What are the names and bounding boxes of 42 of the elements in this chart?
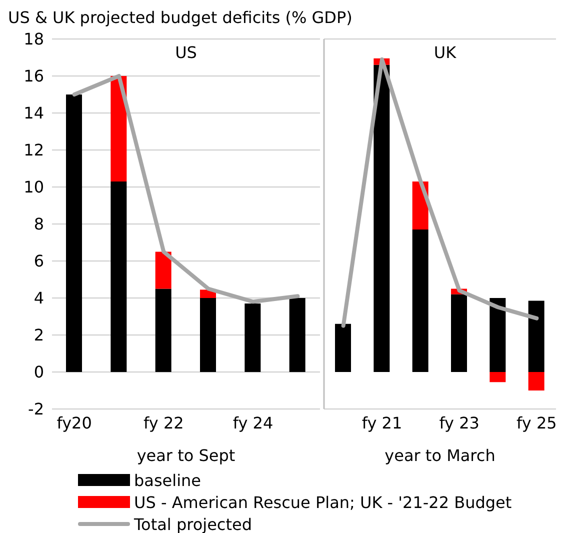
bar: [490, 372, 506, 382]
y-tick-label: -2: [28, 400, 44, 419]
x-tick-label: fy 24: [232, 413, 274, 432]
y-tick-label: 8: [34, 214, 44, 234]
bar: [66, 94, 82, 372]
bar: [110, 76, 127, 182]
y-tick-label: 0: [34, 362, 44, 382]
y-tick-label: 2: [34, 326, 44, 345]
y-tick-label: 16: [24, 66, 44, 86]
x-axis-title: year to Sept: [136, 446, 236, 465]
chart-title: US & UK projected budget deficits (% GDP): [8, 8, 354, 27]
x-tick-label: fy 23: [439, 413, 480, 432]
bar: [335, 324, 351, 372]
bar: [528, 372, 544, 390]
y-tick-label: 12: [24, 140, 44, 160]
x-axis-title: year to March: [384, 446, 496, 465]
legend-label: baseline: [134, 470, 202, 490]
y-tick-label: 18: [24, 30, 44, 49]
bar: [200, 298, 216, 372]
chart-subtitle: UK: [432, 43, 458, 62]
bar: [374, 64, 390, 372]
y-tick-label: 4: [34, 288, 44, 308]
chart-subtitle: US: [174, 43, 198, 62]
x-tick-label: fy20: [56, 413, 92, 432]
bar: [155, 252, 172, 289]
legend-label: Total projected: [134, 514, 252, 533]
y-tick-label: 6: [34, 252, 44, 271]
bar: [110, 181, 127, 372]
bar: [412, 230, 428, 372]
legend-label: US - American Rescue Plan; UK - '21-22 Budget: [134, 492, 512, 512]
y-tick-label: 10: [24, 178, 44, 197]
x-tick-label: fy 21: [362, 413, 402, 432]
bar: [528, 300, 544, 372]
bar: [490, 298, 506, 372]
bar: [155, 288, 172, 372]
bar: [451, 294, 467, 372]
bar: [244, 304, 261, 372]
x-tick-label: fy 25: [516, 413, 557, 432]
y-tick-label: 14: [24, 104, 44, 123]
bar: [289, 298, 306, 372]
x-tick-label: fy 22: [144, 413, 184, 432]
line-series: [72, 74, 300, 304]
